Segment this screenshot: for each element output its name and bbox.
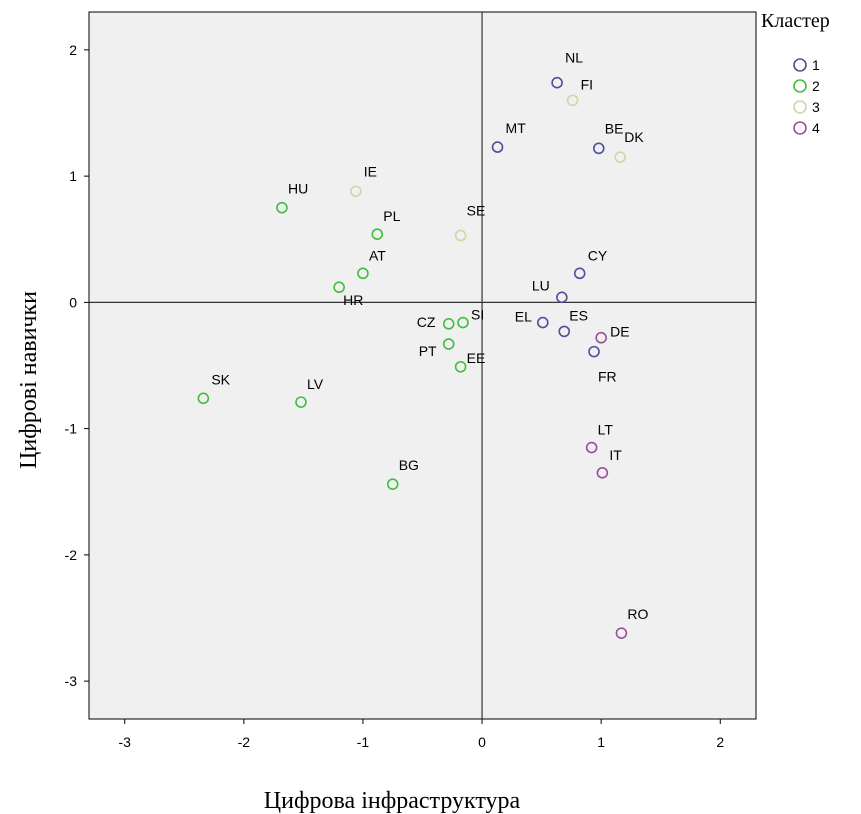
point-label-hu: HU xyxy=(288,181,308,197)
point-label-de: DE xyxy=(610,324,629,340)
point-label-ee: EE xyxy=(467,350,486,366)
point-label-lv: LV xyxy=(307,376,324,392)
x-tick-label: 1 xyxy=(597,734,605,750)
data-point-se xyxy=(454,229,467,242)
point-label-hr: HR xyxy=(343,292,363,308)
legend-marker-2 xyxy=(793,79,807,93)
legend-label-2: 2 xyxy=(812,78,820,94)
data-point-de xyxy=(595,331,607,344)
point-label-lu: LU xyxy=(532,277,550,293)
x-tick-label: -1 xyxy=(357,734,370,750)
point-label-sk: SK xyxy=(211,371,230,387)
data-point-cy xyxy=(573,267,586,280)
data-point-pt xyxy=(442,338,455,350)
point-label-fi: FI xyxy=(581,76,593,92)
data-point-it xyxy=(596,467,609,479)
point-label-dk: DK xyxy=(624,129,644,145)
data-point-pl xyxy=(371,228,384,240)
legend-marker-4 xyxy=(793,121,807,135)
point-label-be: BE xyxy=(605,120,624,136)
data-point-hu xyxy=(276,201,288,214)
point-label-ie: IE xyxy=(364,163,377,179)
data-point-at xyxy=(357,267,369,280)
point-label-es: ES xyxy=(569,307,588,323)
data-point-fr xyxy=(588,345,600,358)
x-tick-label: -2 xyxy=(238,734,251,750)
y-tick-label: 1 xyxy=(69,168,77,184)
y-tick-label: -3 xyxy=(65,673,78,689)
data-point-ro xyxy=(615,627,628,639)
data-point-nl xyxy=(551,76,563,89)
data-point-cz xyxy=(442,318,455,330)
legend-label-3: 3 xyxy=(812,99,820,115)
legend-marker-3 xyxy=(793,100,807,114)
y-axis-title: Цифрові навички xyxy=(16,291,42,469)
y-tick-label: -1 xyxy=(65,421,78,437)
data-point-sk xyxy=(197,392,210,405)
x-tick-label: 2 xyxy=(716,734,724,750)
point-label-si: SI xyxy=(471,307,484,323)
data-point-ie xyxy=(349,185,362,198)
y-tick-label: 2 xyxy=(69,42,77,58)
data-point-mt xyxy=(491,141,504,153)
data-point-hr xyxy=(333,281,345,294)
legend-label-1: 1 xyxy=(812,57,820,73)
plot-area xyxy=(88,11,757,720)
x-tick-label: -3 xyxy=(119,734,132,750)
data-point-be xyxy=(592,142,605,155)
data-point-es xyxy=(558,325,571,338)
point-label-cz: CZ xyxy=(417,314,436,330)
legend-label-4: 4 xyxy=(812,120,820,136)
x-tick-label: 0 xyxy=(478,734,486,750)
point-label-pl: PL xyxy=(383,208,400,224)
data-point-si xyxy=(457,316,469,329)
point-label-cy: CY xyxy=(588,247,608,263)
data-point-ee xyxy=(454,360,467,373)
y-tick-label: 0 xyxy=(69,294,77,310)
data-point-bg xyxy=(386,478,399,490)
point-label-bg: BG xyxy=(399,457,419,473)
data-point-lt xyxy=(585,441,598,454)
x-axis-ticks: -3 -2 -1 0 1 2 xyxy=(119,719,724,750)
legend-marker-1 xyxy=(793,58,807,72)
data-point-fi xyxy=(566,94,579,107)
legend: 1 2 3 4 xyxy=(793,57,820,136)
data-point-el xyxy=(536,316,549,329)
data-point-lv xyxy=(295,396,307,408)
point-label-mt: MT xyxy=(506,120,527,136)
point-label-it: IT xyxy=(609,447,622,463)
point-label-at: AT xyxy=(369,247,386,263)
y-tick-label: -2 xyxy=(65,547,78,563)
point-label-se: SE xyxy=(467,202,486,218)
point-label-lt: LT xyxy=(598,422,614,438)
x-axis-title: Цифрова інфраструктура xyxy=(264,788,521,814)
data-point-lu xyxy=(556,291,568,304)
reference-lines xyxy=(89,12,756,719)
point-label-ro: RO xyxy=(627,606,648,622)
y-axis-ticks: -3 -2 -1 0 1 2 xyxy=(65,42,89,689)
point-label-fr: FR xyxy=(598,369,617,385)
point-label-nl: NL xyxy=(565,50,583,66)
data-point-dk xyxy=(614,151,627,163)
point-label-el: EL xyxy=(515,309,532,325)
legend-title: Кластер xyxy=(761,10,830,32)
point-label-pt: PT xyxy=(419,343,437,359)
